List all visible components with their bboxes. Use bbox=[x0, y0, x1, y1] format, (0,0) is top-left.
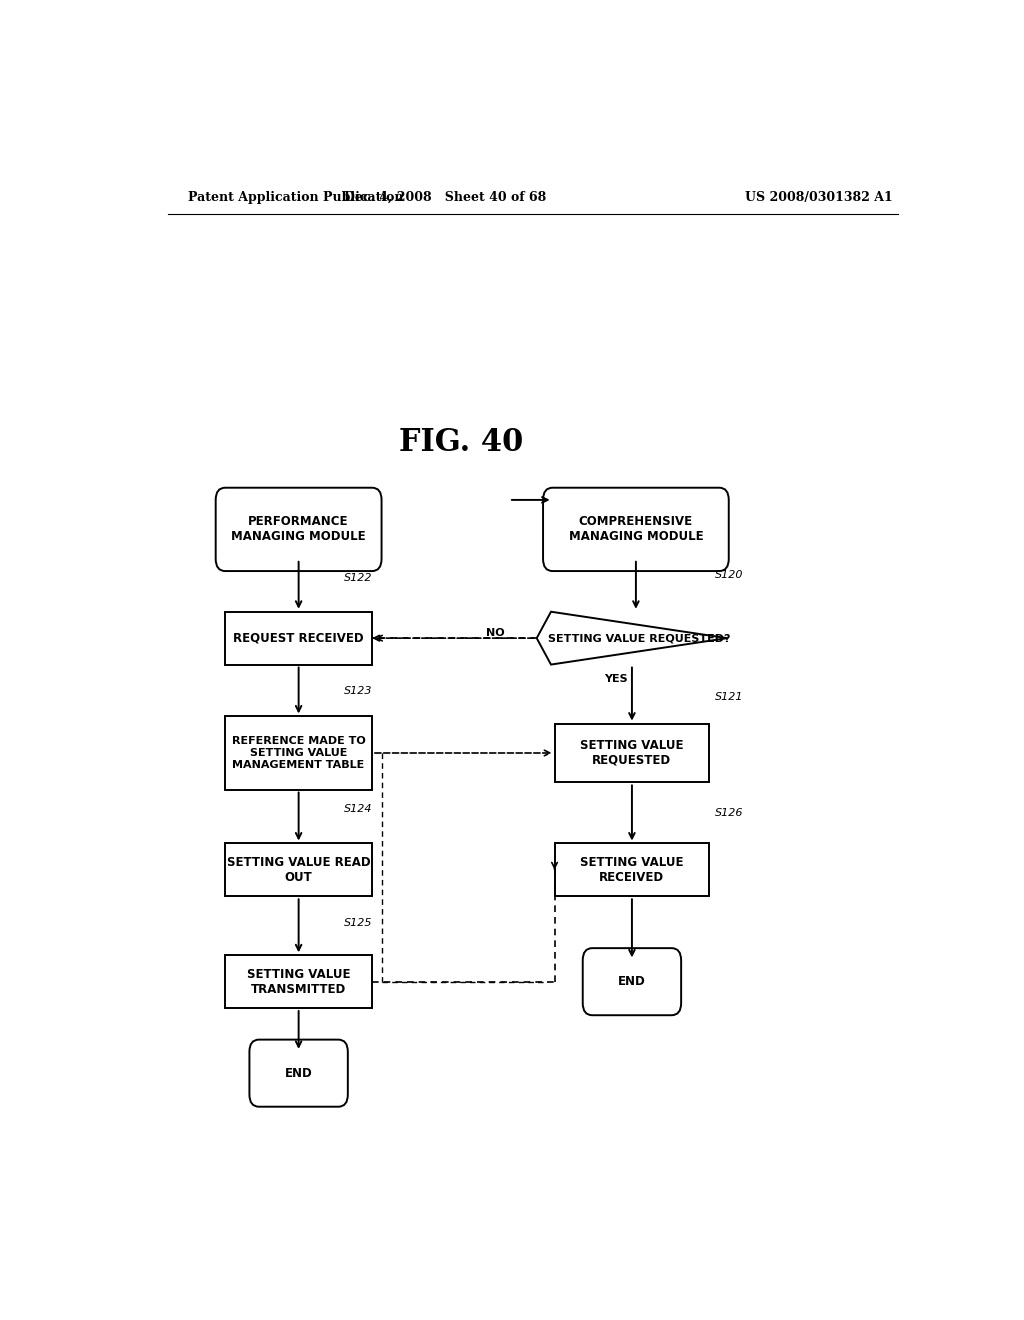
Text: S123: S123 bbox=[344, 686, 373, 696]
Bar bbox=[225, 611, 372, 664]
Text: COMPREHENSIVE
MANAGING MODULE: COMPREHENSIVE MANAGING MODULE bbox=[568, 515, 703, 544]
Text: END: END bbox=[285, 1067, 312, 1080]
Text: REFERENCE MADE TO
SETTING VALUE
MANAGEMENT TABLE: REFERENCE MADE TO SETTING VALUE MANAGEME… bbox=[231, 737, 366, 770]
Text: S125: S125 bbox=[344, 917, 373, 928]
Text: SETTING VALUE
TRANSMITTED: SETTING VALUE TRANSMITTED bbox=[247, 968, 350, 995]
Bar bbox=[225, 717, 372, 789]
Text: S120: S120 bbox=[715, 570, 743, 579]
Text: NO: NO bbox=[486, 628, 505, 638]
Text: SETTING VALUE READ
OUT: SETTING VALUE READ OUT bbox=[226, 855, 371, 884]
Text: S122: S122 bbox=[344, 573, 373, 583]
Text: S121: S121 bbox=[715, 692, 743, 702]
Text: S124: S124 bbox=[344, 804, 373, 814]
FancyBboxPatch shape bbox=[583, 948, 681, 1015]
Text: S126: S126 bbox=[715, 808, 743, 818]
Text: US 2008/0301382 A1: US 2008/0301382 A1 bbox=[744, 190, 892, 203]
Text: SETTING VALUE
REQUESTED: SETTING VALUE REQUESTED bbox=[581, 739, 684, 767]
Text: Patent Application Publication: Patent Application Publication bbox=[187, 190, 403, 203]
Text: Dec. 4, 2008   Sheet 40 of 68: Dec. 4, 2008 Sheet 40 of 68 bbox=[344, 190, 547, 203]
FancyBboxPatch shape bbox=[216, 487, 382, 572]
Text: END: END bbox=[618, 975, 646, 989]
Bar bbox=[555, 723, 710, 783]
Text: REQUEST RECEIVED: REQUEST RECEIVED bbox=[233, 632, 364, 644]
Bar bbox=[225, 843, 372, 896]
Text: PERFORMANCE
MANAGING MODULE: PERFORMANCE MANAGING MODULE bbox=[231, 515, 366, 544]
FancyBboxPatch shape bbox=[250, 1040, 348, 1106]
Text: SETTING VALUE
RECEIVED: SETTING VALUE RECEIVED bbox=[581, 855, 684, 884]
Text: SETTING VALUE REQUESTED?: SETTING VALUE REQUESTED? bbox=[548, 634, 730, 643]
Polygon shape bbox=[537, 611, 727, 664]
Text: YES: YES bbox=[604, 673, 628, 684]
FancyBboxPatch shape bbox=[543, 487, 729, 572]
Bar bbox=[555, 843, 710, 896]
Bar bbox=[225, 956, 372, 1008]
Text: FIG. 40: FIG. 40 bbox=[399, 428, 523, 458]
